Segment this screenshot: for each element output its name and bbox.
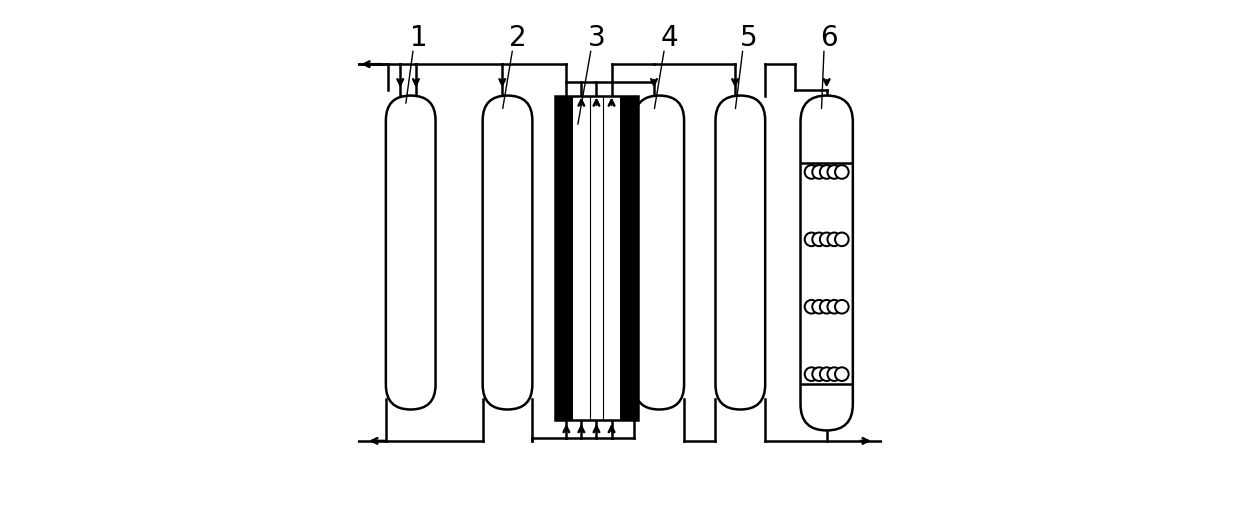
- Circle shape: [827, 300, 841, 313]
- Circle shape: [820, 367, 833, 381]
- FancyBboxPatch shape: [801, 96, 853, 430]
- Circle shape: [827, 165, 841, 179]
- Text: 6: 6: [821, 24, 838, 52]
- Circle shape: [805, 232, 818, 246]
- Circle shape: [827, 232, 841, 246]
- Circle shape: [812, 232, 826, 246]
- Text: 1: 1: [409, 24, 428, 52]
- FancyBboxPatch shape: [482, 96, 532, 410]
- Text: 4: 4: [661, 24, 678, 52]
- Circle shape: [820, 300, 833, 313]
- Text: 3: 3: [588, 24, 605, 52]
- Text: 2: 2: [510, 24, 527, 52]
- Circle shape: [812, 165, 826, 179]
- Circle shape: [812, 367, 826, 381]
- FancyBboxPatch shape: [715, 96, 765, 410]
- Circle shape: [820, 165, 833, 179]
- FancyBboxPatch shape: [386, 96, 435, 410]
- Circle shape: [835, 165, 848, 179]
- Bar: [554, 96, 639, 420]
- Text: 5: 5: [739, 24, 756, 52]
- Circle shape: [827, 367, 841, 381]
- Circle shape: [805, 300, 818, 313]
- Circle shape: [812, 300, 826, 313]
- Circle shape: [835, 300, 848, 313]
- Bar: [620, 96, 639, 420]
- Circle shape: [835, 232, 848, 246]
- Circle shape: [835, 367, 848, 381]
- Circle shape: [805, 367, 818, 381]
- FancyBboxPatch shape: [635, 96, 684, 410]
- Circle shape: [820, 232, 833, 246]
- Circle shape: [805, 165, 818, 179]
- Bar: [554, 96, 573, 420]
